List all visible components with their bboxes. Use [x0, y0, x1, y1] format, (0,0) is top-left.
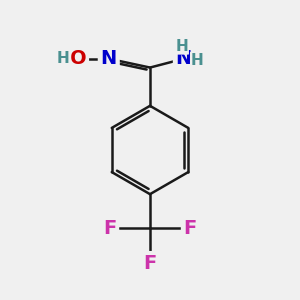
Text: H: H: [191, 53, 203, 68]
Text: F: F: [103, 218, 116, 238]
Text: N: N: [101, 49, 117, 68]
Text: F: F: [184, 218, 197, 238]
Text: H: H: [56, 51, 69, 66]
Text: N: N: [176, 49, 192, 68]
Text: O: O: [70, 49, 86, 68]
Text: H: H: [176, 39, 188, 54]
Text: F: F: [143, 254, 157, 273]
